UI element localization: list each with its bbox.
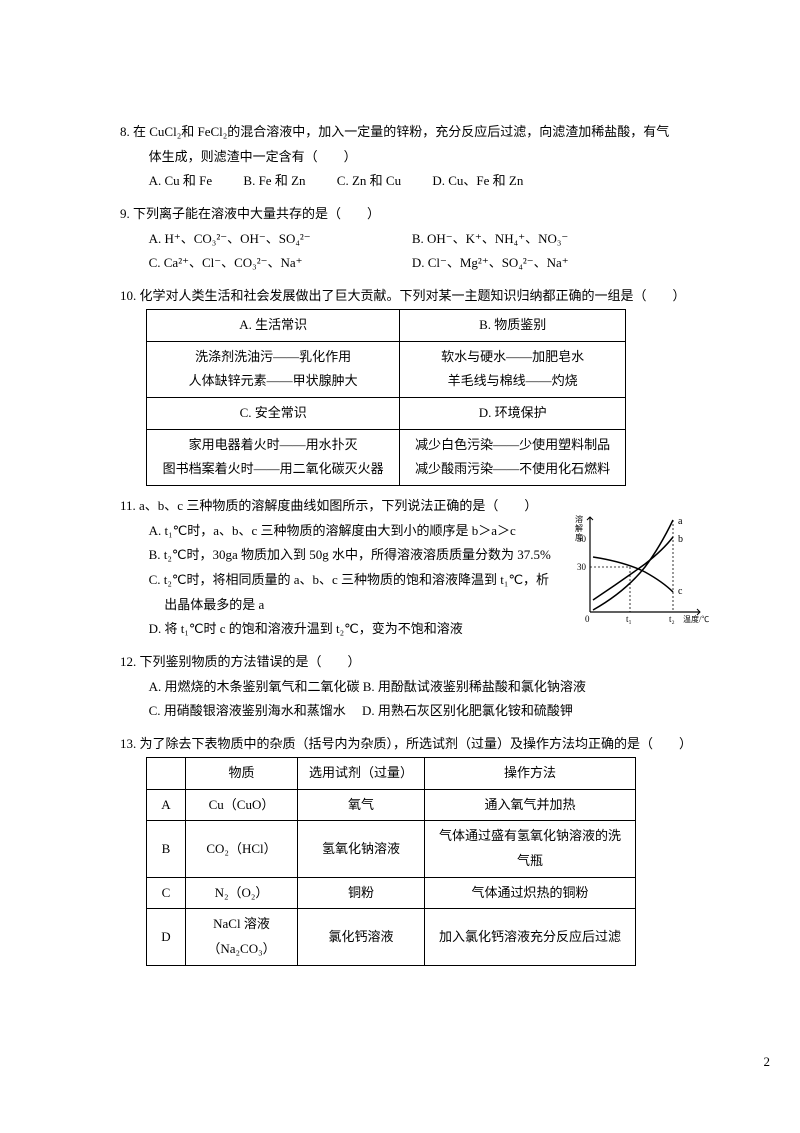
q9-opt-a: A. H⁺、CO₃²⁻、OH⁻、SO₄²⁻: [149, 227, 409, 252]
q8-opt-c: C. Zn 和 Cu: [337, 169, 401, 194]
q10-C-head: C. 安全常识: [147, 397, 400, 429]
q10-A-head: A. 生活常识: [147, 309, 400, 341]
table-row: B CO₂（HCl） 氢氧化钠溶液 气体通过盛有氢氧化钠溶液的洗气瓶: [147, 821, 636, 877]
q10-C-body: 家用电器着火时——用水扑灭图书档案着火时——用二氧化碳灭火器: [147, 429, 400, 485]
chart-xlabel: 温度/℃: [683, 614, 709, 624]
q9-options: A. H⁺、CO₃²⁻、OH⁻、SO₄²⁻ B. OH⁻、K⁺、NH₄⁺、NO₃…: [120, 227, 700, 276]
q13-text: 13. 为了除去下表物质中的杂质（括号内为杂质），所选试剂（过量）及操作方法均正…: [120, 732, 700, 757]
q8-options: A. Cu 和 Fe B. Fe 和 Zn C. Zn 和 Cu D. Cu、F…: [120, 169, 700, 194]
q10-B-body: 软水与硬水——加肥皂水羊毛线与棉线——灼烧: [400, 341, 626, 397]
chart-xtick-t1: t₁: [626, 614, 632, 624]
q10-table: A. 生活常识 B. 物质鉴别 洗涤剂洗油污——乳化作用人体缺锌元素——甲状腺肿…: [146, 309, 626, 486]
q10-D-body: 减少白色污染——少使用塑料制品减少酸雨污染——不使用化石燃料: [400, 429, 626, 485]
question-12: 12. 下列鉴别物质的方法错误的是（ ） A. 用燃烧的木条鉴别氧气和二氧化碳 …: [120, 650, 700, 724]
page-number: 2: [0, 1054, 800, 1070]
q10-D-head: D. 环境保护: [400, 397, 626, 429]
q9-opt-c: C. Ca²⁺、Cl⁻、CO₃²⁻、Na⁺: [149, 251, 409, 276]
chart-ytick-30: 30: [577, 562, 587, 572]
q8-opt-a: A. Cu 和 Fe: [149, 169, 213, 194]
q11-options: A. t₁℃时，a、b、c 三种物质的溶解度由大到小的顺序是 b＞a＞c B. …: [120, 519, 569, 642]
chart-xtick-t2: t₂: [669, 614, 675, 624]
q13-table: 物质 选用试剂（过量） 操作方法 A Cu（CuO） 氧气 通入氧气并加热 B …: [146, 757, 636, 966]
svg-text:度: 度: [575, 532, 583, 542]
q11-opt-d: D. 将 t₁℃时 c 的饱和溶液升温到 t₂℃，变为不饱和溶液: [149, 617, 569, 642]
question-10: 10. 化学对人类生活和社会发展做出了巨大贡献。下列对某一主题知识归纳都正确的一…: [120, 284, 700, 486]
q12-opt-ab: A. 用燃烧的木条鉴别氧气和二氧化碳 B. 用酚酞试液鉴别稀盐酸和氯化钠溶液: [120, 675, 700, 700]
q12-opt-cd: C. 用硝酸银溶液鉴别海水和蒸馏水 D. 用熟石灰区别化肥氯化铵和硫酸钾: [120, 699, 700, 724]
q9-opt-d: D. Cl⁻、Mg²⁺、SO₄²⁻、Na⁺: [412, 251, 672, 276]
q10-A-body: 洗涤剂洗油污——乳化作用人体缺锌元素——甲状腺肿大: [147, 341, 400, 397]
q8-opt-d: D. Cu、Fe 和 Zn: [432, 169, 523, 194]
question-9: 9. 下列离子能在溶液中大量共存的是（ ） A. H⁺、CO₃²⁻、OH⁻、SO…: [120, 202, 700, 276]
chart-label-b: b: [678, 534, 683, 545]
q8-text2: 体生成，则滤渣中一定含有（ ）: [120, 145, 700, 170]
q11-opt-b: B. t₂℃时，30ga 物质加入到 50g 水中，所得溶液溶质质量分数为 37…: [149, 543, 569, 568]
question-11: 11. a、b、c 三种物质的溶解度曲线如图所示，下列说法正确的是（ ） A. …: [120, 494, 700, 642]
q10-B-head: B. 物质鉴别: [400, 309, 626, 341]
chart-label-a: a: [678, 516, 683, 527]
q10-text: 10. 化学对人类生活和社会发展做出了巨大贡献。下列对某一主题知识归纳都正确的一…: [120, 284, 700, 309]
q8-opt-b: B. Fe 和 Zn: [243, 169, 305, 194]
q13-th-2: 选用试剂（过量）: [298, 757, 425, 789]
q11-opt-c: C. t₂℃时，将相同质量的 a、b、c 三种物质的饱和溶液降温到 t₁℃，析: [149, 568, 569, 593]
q12-text: 12. 下列鉴别物质的方法错误的是（ ）: [120, 650, 700, 675]
q13-th-1: 物质: [186, 757, 298, 789]
chart-label-c: c: [678, 586, 683, 597]
table-row: D NaCl 溶液（Na₂CO₃） 氯化钙溶液 加入氯化钙溶液充分反应后过滤: [147, 909, 636, 965]
chart-ylabel: 溶: [575, 514, 583, 524]
chart-xtick-0: 0: [585, 614, 590, 624]
solubility-chart: a b c 30 50 0 t₁ t₂ 温度/℃ 溶 解 度: [575, 512, 710, 627]
table-row: C N₂（O₂） 铜粉 气体通过炽热的铜粉: [147, 877, 636, 909]
q9-text: 9. 下列离子能在溶液中大量共存的是（ ）: [120, 202, 700, 227]
q11-opt-a: A. t₁℃时，a、b、c 三种物质的溶解度由大到小的顺序是 b＞a＞c: [149, 519, 569, 544]
q9-opt-b: B. OH⁻、K⁺、NH₄⁺、NO₃⁻: [412, 227, 672, 252]
table-row: A Cu（CuO） 氧气 通入氧气并加热: [147, 789, 636, 821]
q13-th-3: 操作方法: [425, 757, 636, 789]
q11-opt-c2: 出晶体最多的是 a: [149, 593, 569, 618]
question-13: 13. 为了除去下表物质中的杂质（括号内为杂质），所选试剂（过量）及操作方法均正…: [120, 732, 700, 966]
q13-th-0: [147, 757, 186, 789]
question-8: 8. 在 CuCl₂和 FeCl₂的混合溶液中，加入一定量的锌粉，充分反应后过滤…: [120, 120, 700, 194]
svg-text:解: 解: [575, 523, 583, 533]
q8-text: 8. 在 CuCl₂和 FeCl₂的混合溶液中，加入一定量的锌粉，充分反应后过滤…: [120, 120, 700, 145]
